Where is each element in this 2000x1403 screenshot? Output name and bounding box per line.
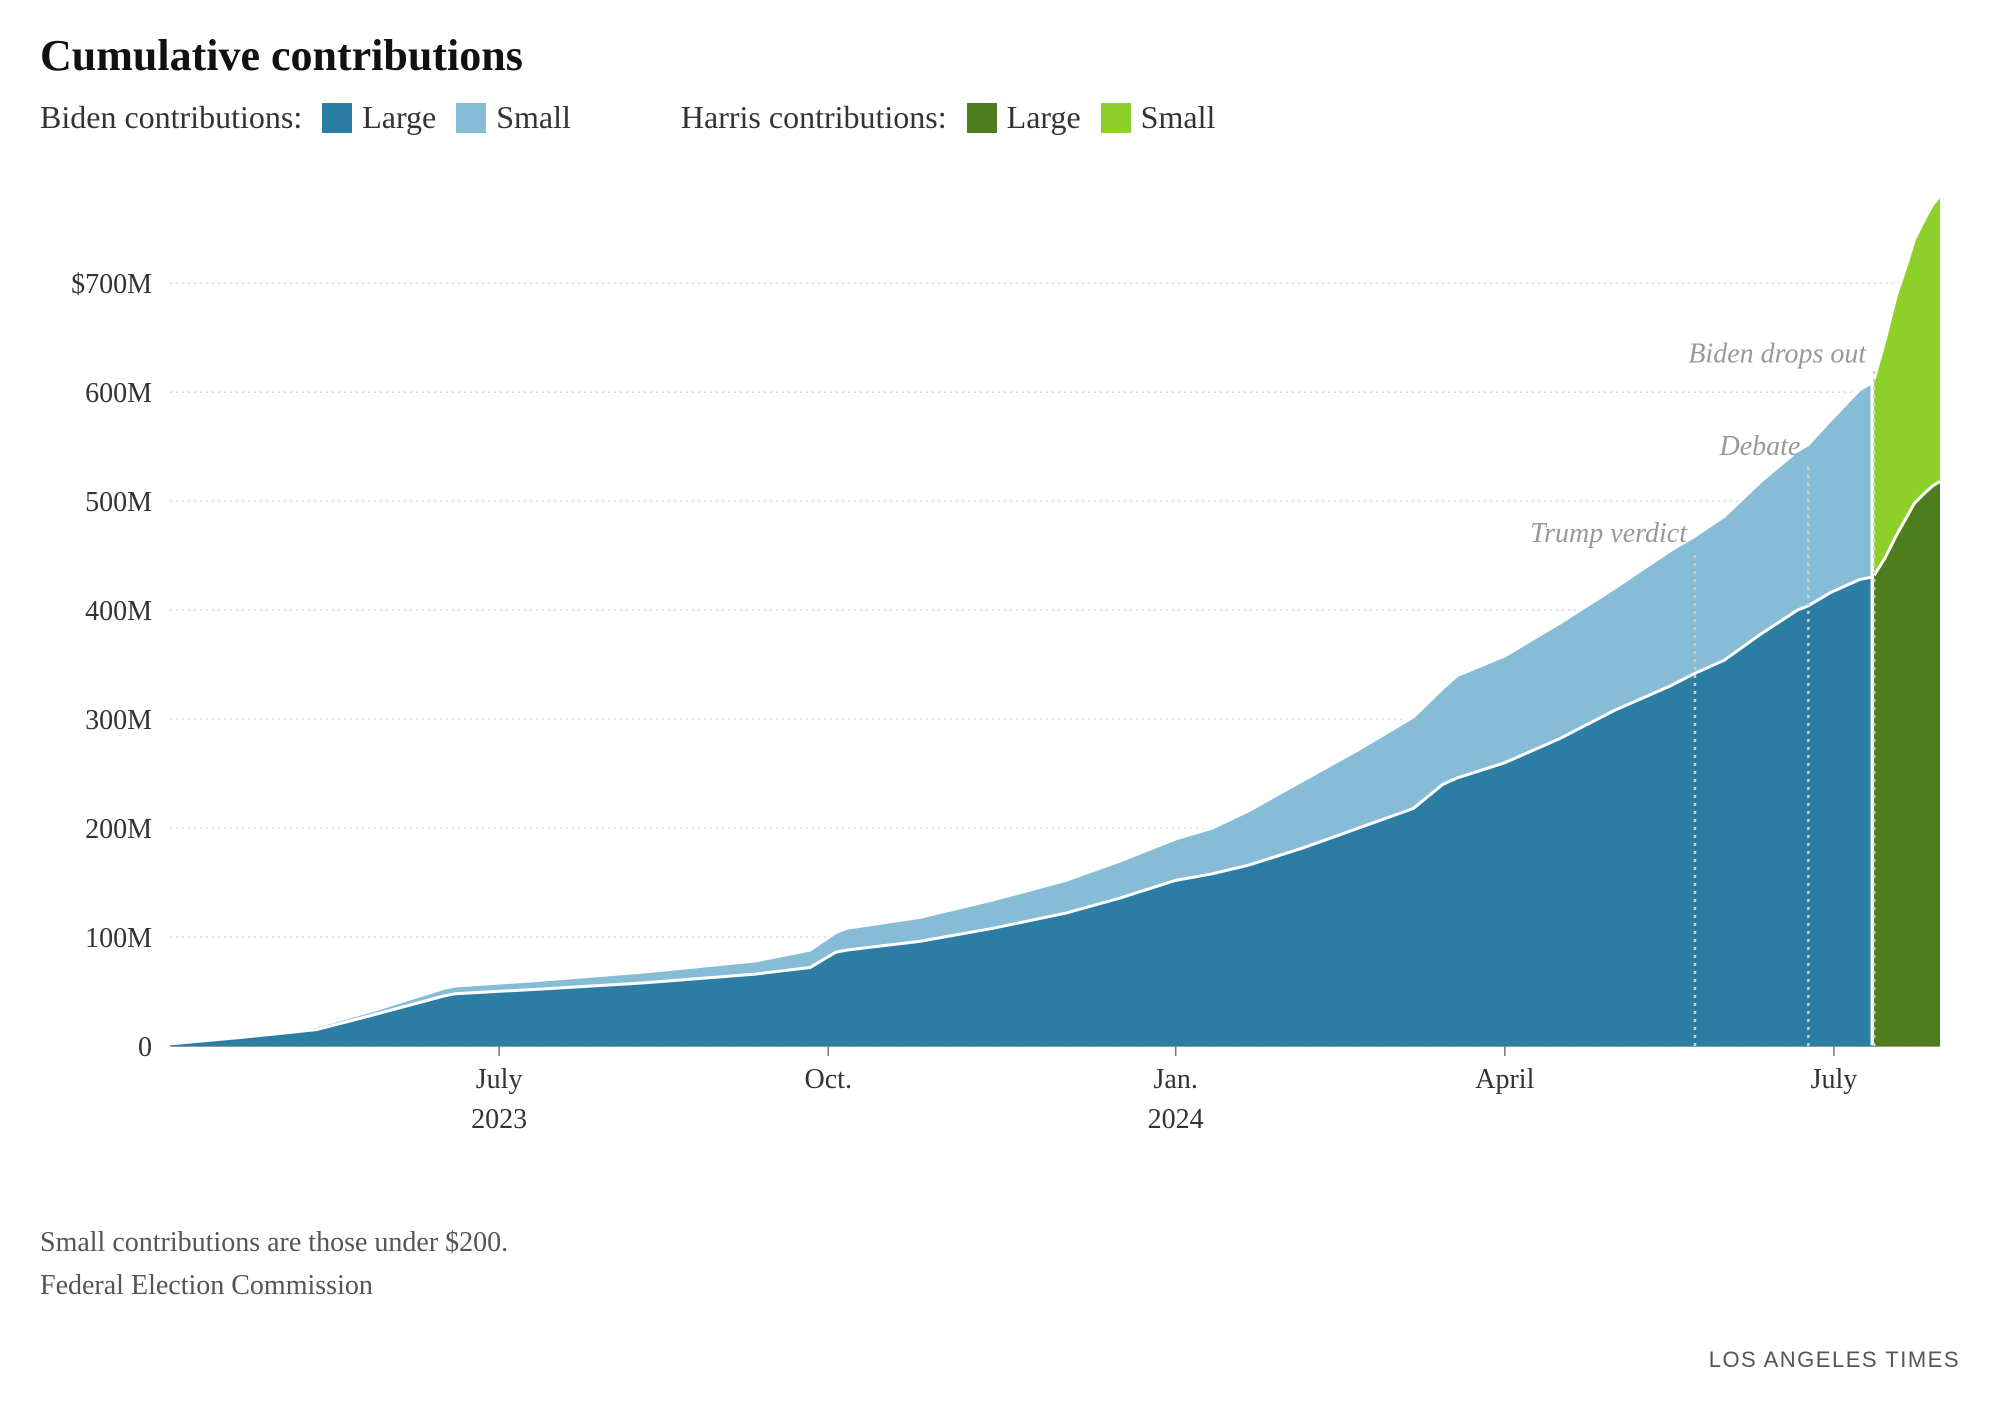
annotation-label: Debate (1718, 431, 1800, 462)
chart-svg: 0 100M 200M 300M 400M 500M 600M $700M Trump verd… (40, 166, 1960, 1186)
x-tick-label: April (1475, 1064, 1534, 1095)
y-tick-label: 0 (138, 1032, 152, 1063)
legend-harris-large-text: Large (1007, 99, 1081, 136)
legend-harris-group: Harris contributions: Large Small (681, 99, 1215, 136)
y-tick-label: 600M (85, 378, 152, 409)
swatch-biden-small (456, 103, 486, 133)
footnote-1: Small contributions are those under $200… (40, 1221, 1960, 1264)
x-tick-year: 2023 (471, 1104, 527, 1135)
x-tick-label: July (1811, 1064, 1858, 1095)
footnotes: Small contributions are those under $200… (40, 1221, 1960, 1308)
credit: LOS ANGELES TIMES (1709, 1347, 1960, 1373)
legend-biden-group: Biden contributions: Large Small (40, 99, 571, 136)
y-tick-label: 300M (85, 705, 152, 736)
legend: Biden contributions: Large Small Harris … (40, 99, 1960, 136)
legend-harris-small-text: Small (1141, 99, 1216, 136)
legend-biden-small: Small (456, 99, 571, 136)
harris-large-area (1874, 482, 1940, 1046)
legend-biden-label: Biden contributions: (40, 99, 302, 136)
footnote-2: Federal Election Commission (40, 1264, 1960, 1307)
y-tick-label: 200M (85, 814, 152, 845)
y-tick-label: $700M (71, 269, 152, 300)
legend-harris-small: Small (1101, 99, 1216, 136)
legend-biden-large: Large (322, 99, 436, 136)
swatch-harris-large (967, 103, 997, 133)
x-tick-label: Jan. (1154, 1064, 1198, 1095)
chart-title: Cumulative contributions (40, 30, 1960, 81)
legend-harris-large: Large (967, 99, 1081, 136)
y-tick-label: 400M (85, 596, 152, 627)
x-tick-label: July (476, 1064, 523, 1095)
x-tick-label: Oct. (805, 1064, 852, 1095)
chart: 0 100M 200M 300M 400M 500M 600M $700M Trump verd… (40, 166, 1960, 1191)
swatch-harris-small (1101, 103, 1131, 133)
swatch-biden-large (322, 103, 352, 133)
y-tick-label: 100M (85, 923, 152, 954)
y-tick-label: 500M (85, 487, 152, 518)
x-tick-year: 2024 (1148, 1104, 1204, 1135)
legend-biden-large-text: Large (362, 99, 436, 136)
legend-harris-label: Harris contributions: (681, 99, 947, 136)
annotation-label: Trump verdict (1530, 518, 1688, 549)
legend-biden-small-text: Small (496, 99, 571, 136)
annotation-label: Biden drops out (1688, 338, 1867, 369)
